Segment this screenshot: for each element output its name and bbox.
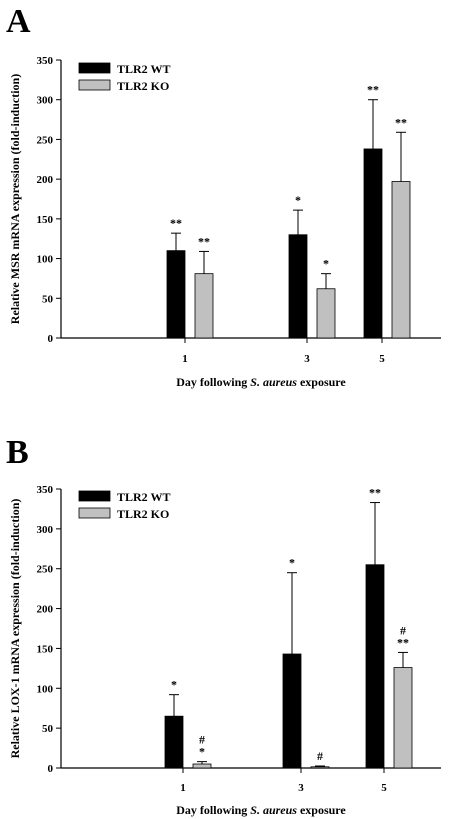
x-axis-label-part: S. aureus	[250, 803, 297, 817]
y-tick-label: 150	[37, 214, 54, 226]
y-tick-label: 300	[37, 95, 54, 107]
x-tick-label: 5	[381, 782, 387, 794]
bar	[391, 181, 411, 339]
bar	[288, 234, 308, 339]
bar	[282, 653, 302, 769]
significance-marker: **	[170, 216, 182, 230]
significance-marker: *	[295, 193, 301, 207]
bar	[166, 250, 186, 339]
x-axis-label-part: Day following	[176, 803, 250, 817]
y-tick-label: 100	[37, 683, 54, 695]
bar	[393, 667, 413, 769]
y-tick-label: 350	[37, 484, 54, 496]
significance-marker: *	[289, 556, 295, 570]
legend-swatch	[78, 507, 111, 519]
x-tick-label: 1	[182, 353, 188, 365]
significance-marker: **	[395, 115, 407, 129]
bar	[310, 766, 330, 769]
legend-swatch	[78, 79, 111, 91]
significance-marker: *	[171, 678, 177, 692]
x-axis-label: Day following S. aureus exposure	[176, 375, 346, 389]
x-tick-label: 5	[379, 353, 385, 365]
y-tick-label: 200	[37, 604, 54, 616]
significance-marker: **	[369, 486, 381, 500]
x-tick-label: 3	[298, 782, 304, 794]
significance-marker: **	[367, 83, 379, 97]
significance-marker: #	[400, 623, 406, 637]
bar	[194, 273, 214, 339]
y-tick-label: 250	[37, 564, 54, 576]
significance-marker: **	[198, 234, 210, 248]
x-axis-label: Day following S. aureus exposure	[176, 803, 346, 817]
significance-marker: *	[199, 745, 205, 759]
y-tick-label: 50	[42, 293, 54, 305]
significance-marker: #	[199, 733, 205, 747]
y-tick-label: 250	[37, 134, 54, 146]
panel-letter: B	[6, 434, 29, 471]
significance-marker: *	[323, 257, 329, 271]
bar	[192, 763, 212, 769]
y-tick-label: 300	[37, 524, 54, 536]
y-tick-label: 50	[42, 723, 54, 735]
y-tick-label: 350	[37, 55, 54, 67]
x-axis-label-part: exposure	[297, 375, 346, 389]
y-tick-label: 0	[48, 333, 54, 345]
x-tick-label: 3	[304, 353, 310, 365]
legend-swatch	[78, 62, 111, 74]
chart-panel-b: B 0 50 100 150 200 250 300 350 Relative LOX-1 mRN…	[6, 434, 441, 817]
legend-swatch	[78, 490, 111, 502]
significance-marker: #	[317, 749, 323, 763]
x-axis-label-part: exposure	[297, 803, 346, 817]
legend-label: TLR2 WT	[117, 62, 170, 76]
significance-marker: **	[397, 635, 409, 649]
bar	[316, 288, 336, 339]
y-tick-label: 100	[37, 254, 54, 266]
x-tick-label: 1	[180, 782, 186, 794]
y-axis-label: Relative MSR mRNA expression (fold-induc…	[8, 74, 22, 324]
legend-label: TLR2 KO	[117, 79, 169, 93]
legend-label: TLR2 KO	[117, 507, 169, 521]
x-axis-label-part: Day following	[176, 375, 250, 389]
bar	[365, 564, 385, 769]
y-tick-label: 0	[48, 763, 54, 775]
y-axis-label: Relative LOX-1 mRNA expression (fold-ind…	[8, 499, 22, 759]
y-tick-label: 150	[37, 643, 54, 655]
bar	[363, 148, 383, 339]
panel-letter: A	[6, 3, 31, 40]
x-axis-label-part: S. aureus	[250, 375, 297, 389]
bar	[164, 715, 184, 769]
legend-label: TLR2 WT	[117, 490, 170, 504]
y-tick-label: 200	[37, 174, 54, 186]
chart-panel-a: A 0 50 100 150 200 250 300 350 Relative MSR mRNA …	[6, 3, 441, 389]
